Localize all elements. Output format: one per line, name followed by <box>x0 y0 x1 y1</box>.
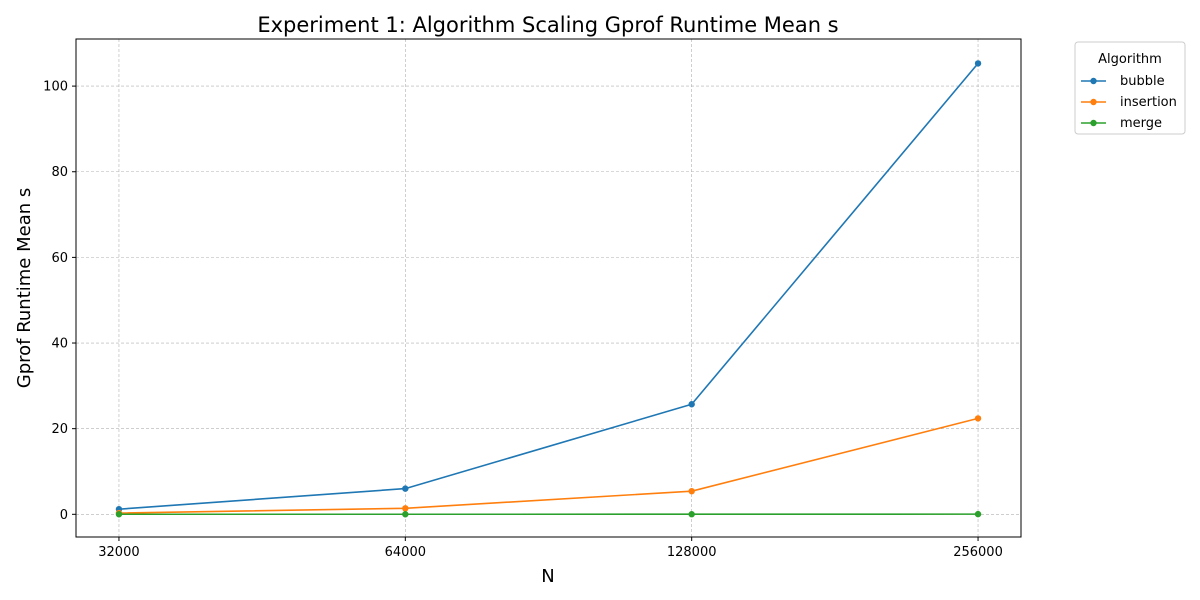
y-axis-label: Gprof Runtime Mean s <box>14 188 35 389</box>
series-bubble <box>115 60 982 513</box>
x-axis-label: N <box>541 566 554 587</box>
chart-title: Experiment 1: Algorithm Scaling Gprof Ru… <box>257 13 838 37</box>
legend-label: bubble <box>1120 74 1165 89</box>
legend-label: merge <box>1120 116 1162 131</box>
y-tick-label: 20 <box>51 422 68 437</box>
legend-label: insertion <box>1120 95 1177 110</box>
data-point <box>974 510 982 518</box>
x-tick-label: 256000 <box>953 545 1003 560</box>
data-point <box>974 60 982 67</box>
legend-title: Algorithm <box>1098 52 1162 67</box>
data-point <box>402 511 409 518</box>
legend-marker <box>1090 119 1097 127</box>
series-merge <box>115 510 982 518</box>
x-tick-label: 64000 <box>385 545 426 560</box>
legend-item-insertion: insertion <box>1081 95 1177 110</box>
legend-marker <box>1090 77 1097 85</box>
data-point <box>402 505 409 512</box>
y-tick-label: 80 <box>51 165 68 180</box>
series-line <box>118 417 979 514</box>
data-point <box>974 415 982 422</box>
data-point <box>688 401 695 408</box>
y-tick-label: 60 <box>51 251 68 266</box>
y-tick-label: 100 <box>43 80 68 95</box>
plot-frame <box>75 38 1022 538</box>
y-tick-label: 40 <box>51 337 68 352</box>
data-point <box>402 485 409 492</box>
legend: Algorithm bubble insertion merge <box>1074 41 1186 135</box>
data-point <box>688 487 695 495</box>
data-point <box>115 511 123 518</box>
series-line <box>118 62 979 510</box>
legend-item-bubble: bubble <box>1081 74 1165 89</box>
data-point <box>688 511 695 518</box>
x-tick-label: 128000 <box>667 545 717 560</box>
x-tick-label: 32000 <box>98 545 139 560</box>
ticks: 32000 64000 128000 256000 0 20 40 60 80 100 <box>43 80 1003 560</box>
legend-marker <box>1090 98 1097 106</box>
series-layer <box>115 60 982 518</box>
legend-frame <box>1074 41 1186 135</box>
y-tick-label: 0 <box>60 508 68 523</box>
legend-item-merge: merge <box>1081 116 1162 131</box>
